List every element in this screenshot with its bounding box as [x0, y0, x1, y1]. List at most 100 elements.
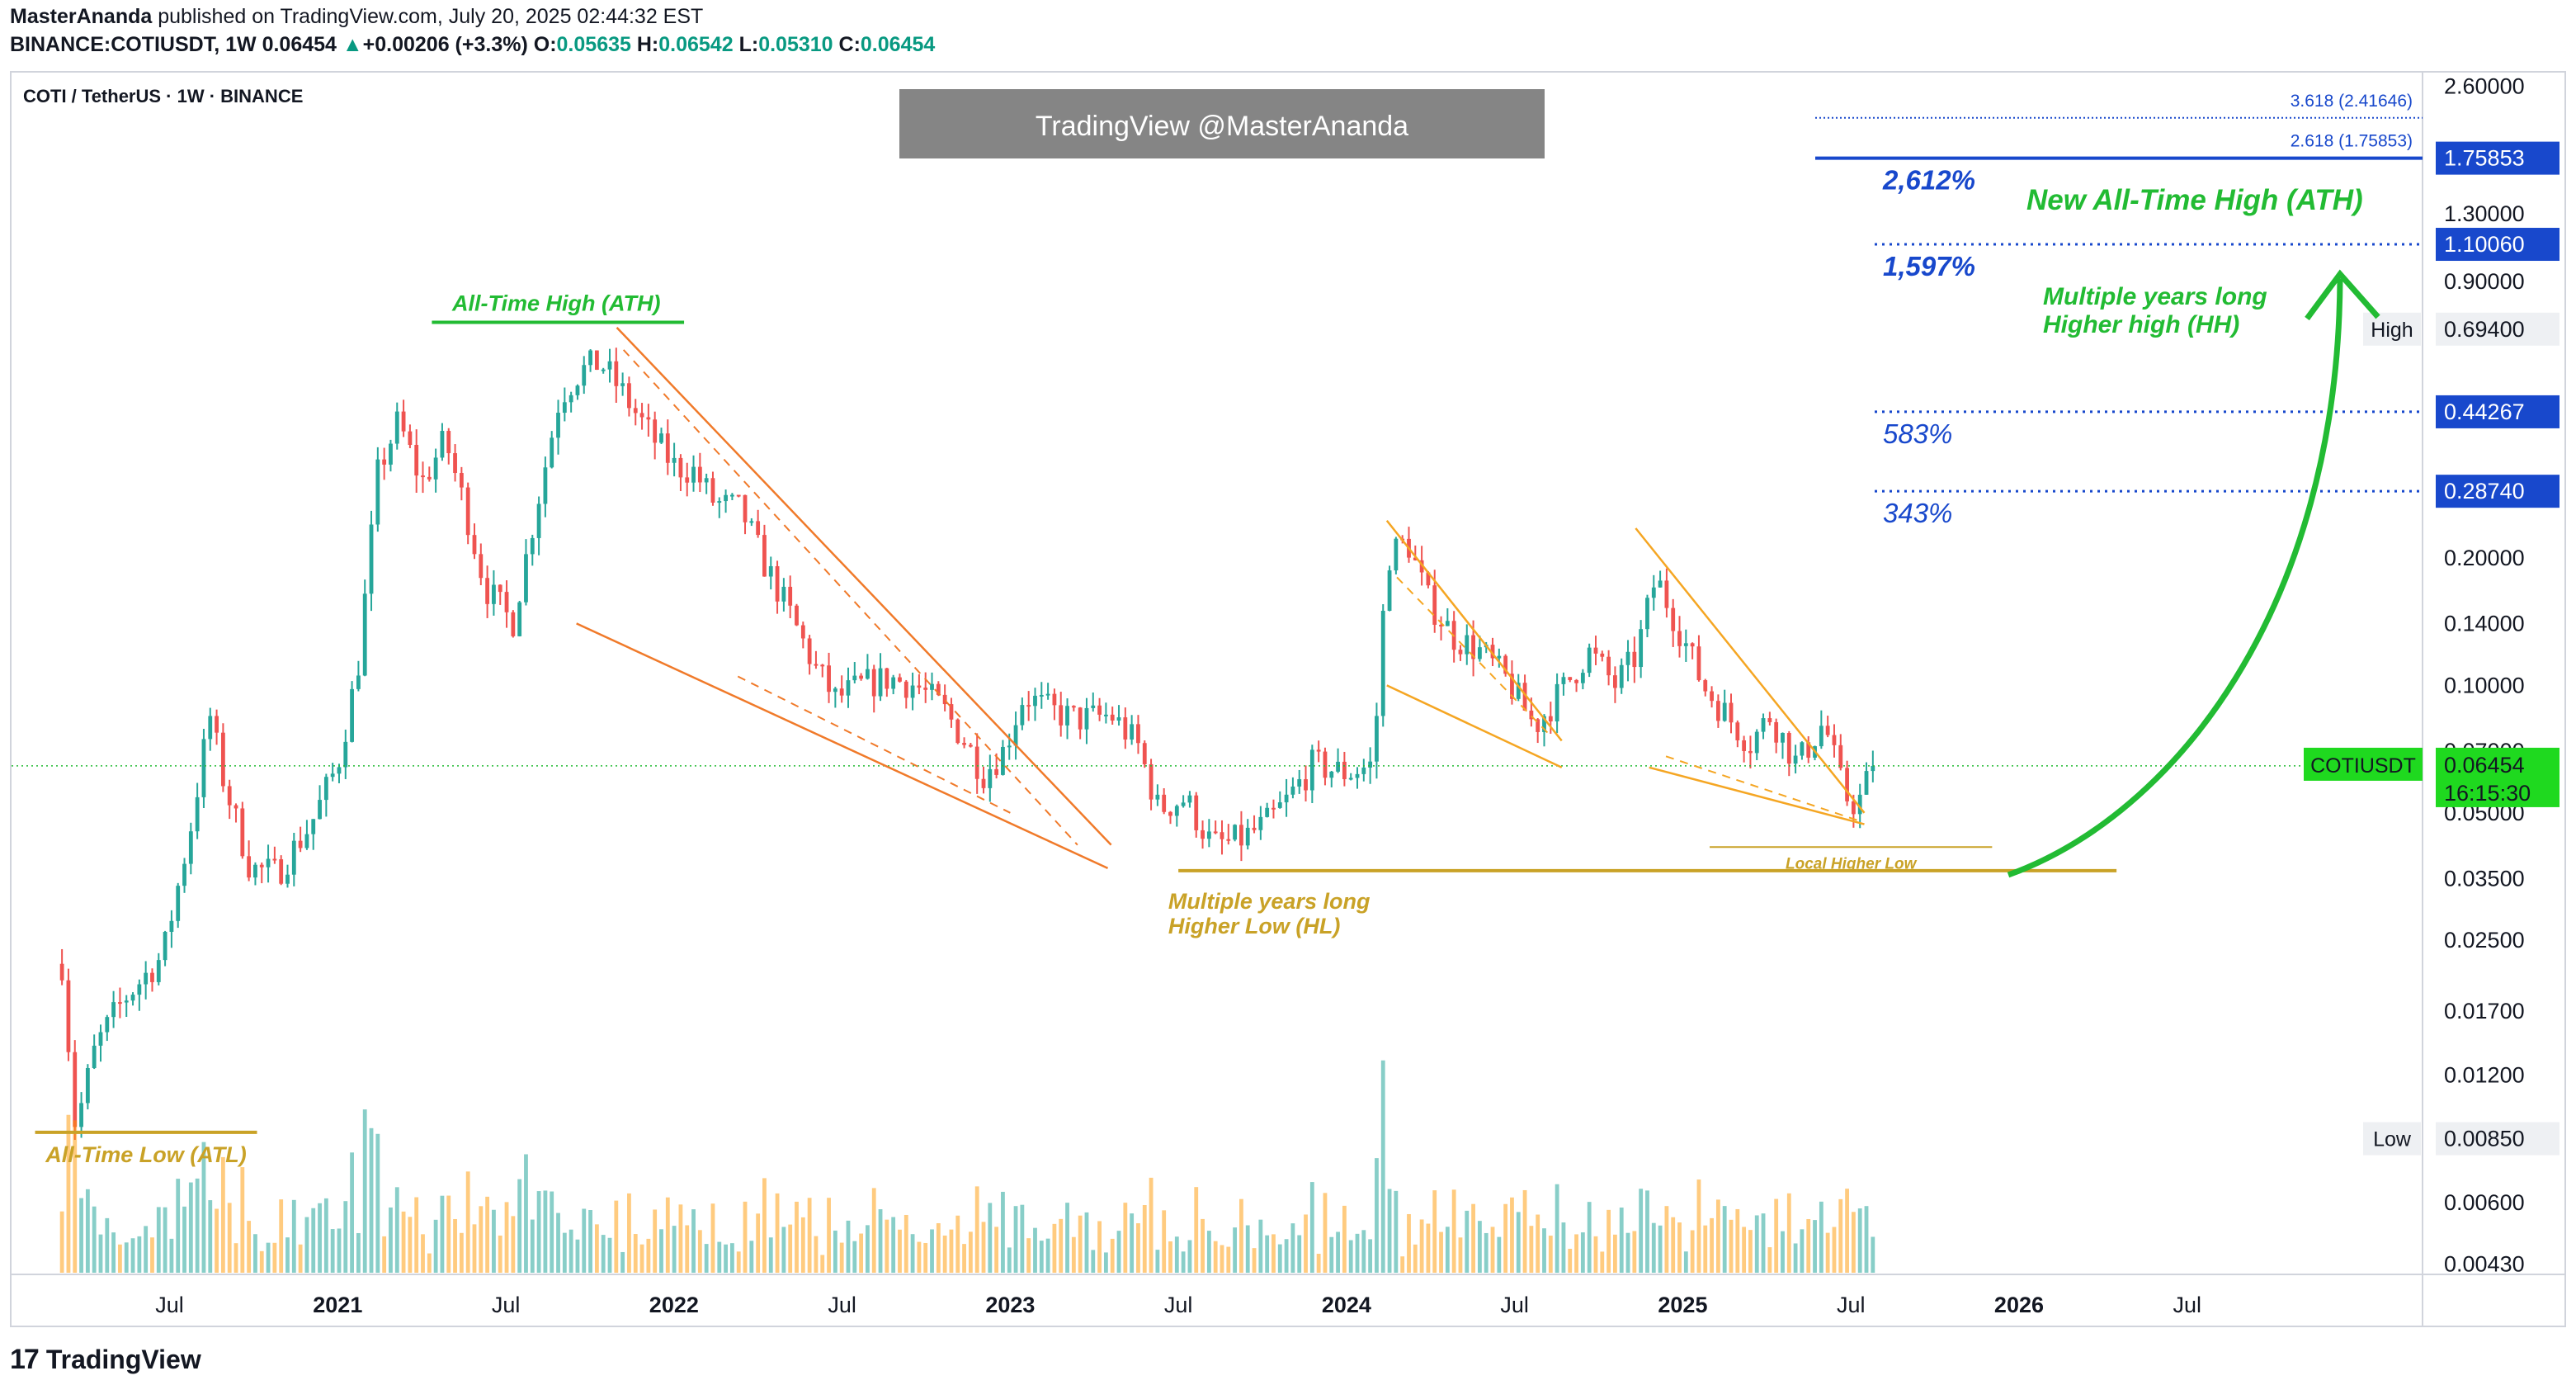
candle-body — [472, 535, 477, 555]
volume-bar — [1001, 1191, 1005, 1273]
volume-bar — [878, 1209, 883, 1273]
candle-body — [1233, 825, 1238, 840]
volume-bar — [607, 1237, 612, 1273]
price-label: 0.44267 — [2444, 399, 2525, 424]
volume-bar — [1832, 1227, 1837, 1273]
candle-body — [1555, 683, 1559, 722]
candle-body — [1084, 707, 1089, 730]
candle-body — [92, 1045, 97, 1068]
volume-bar — [137, 1236, 142, 1273]
wedge-1-mid-b — [737, 675, 1011, 814]
volume-bar — [653, 1209, 658, 1273]
volume-bar — [1639, 1189, 1644, 1273]
price-label: 1.75853 — [2444, 146, 2525, 171]
author-name[interactable]: MasterAnanda — [10, 5, 153, 28]
close-label: C: — [838, 33, 861, 56]
candle-body — [646, 417, 651, 420]
volume-bar — [1174, 1236, 1179, 1273]
candle-body — [1703, 680, 1708, 692]
volume-bar — [1258, 1219, 1263, 1273]
volume-bar — [1426, 1223, 1431, 1273]
volume-bar — [259, 1250, 264, 1273]
candle-body — [729, 494, 734, 497]
volume-bar — [768, 1237, 773, 1273]
volume-bar — [1774, 1198, 1779, 1273]
volume-bar — [1206, 1231, 1211, 1273]
volume-bar — [511, 1216, 516, 1273]
volume-bar — [562, 1232, 567, 1273]
candle-body — [291, 840, 296, 875]
candle-body — [1800, 742, 1805, 756]
candle-body — [111, 1002, 116, 1018]
candle-body — [433, 457, 438, 480]
target-percent: 583% — [1883, 418, 1952, 449]
volume-bar — [459, 1232, 464, 1273]
wedge-3-lower — [1649, 766, 1865, 825]
candle-body — [253, 864, 257, 878]
candle-body — [1786, 733, 1791, 764]
candle-body — [768, 565, 773, 577]
volume-bar — [85, 1189, 90, 1273]
volume-bar — [330, 1229, 335, 1273]
volume-bar — [762, 1178, 767, 1273]
volume-bar — [1110, 1238, 1115, 1273]
price-chart[interactable]: COTI / TetherUS · 1W · BINANCE TradingVie… — [12, 73, 2564, 1326]
x-tick-label: Jul — [828, 1293, 856, 1317]
open-value: 0.05635 — [556, 33, 631, 56]
volume-bar — [1078, 1215, 1083, 1273]
y-tick-label: 0.02500 — [2444, 928, 2525, 952]
y-tick-label: 0.01200 — [2444, 1063, 2525, 1088]
candle-body — [362, 593, 367, 676]
high-label: H: — [636, 33, 659, 56]
x-tick-label: 2024 — [1322, 1293, 1371, 1317]
candle-body — [1510, 674, 1514, 699]
candle-body — [569, 395, 573, 403]
volume-bar — [672, 1226, 677, 1273]
atl-annotation: All-Time Low (ATL) — [45, 1142, 246, 1167]
candle-body — [1619, 664, 1624, 688]
wedge-2-mid — [1396, 576, 1550, 735]
candle-body — [1123, 717, 1128, 740]
volume-bar — [266, 1242, 271, 1273]
volume-bar — [1729, 1219, 1734, 1273]
candle-body — [639, 413, 644, 418]
candle-body — [1162, 794, 1167, 812]
candle-body — [517, 602, 522, 636]
candle-body — [1806, 742, 1811, 758]
chart-frame[interactable]: COTI / TetherUS · 1W · BINANCE TradingVie… — [10, 71, 2566, 1327]
volume-bar — [1323, 1193, 1328, 1273]
volume-bar — [1380, 1060, 1385, 1273]
volume-bar — [1696, 1179, 1701, 1273]
volume-bar — [1168, 1241, 1172, 1273]
volume-bar — [923, 1242, 928, 1273]
countdown-label: 16:15:30 — [2444, 781, 2531, 806]
footer-brand[interactable]: 17 TradingView — [10, 1344, 201, 1376]
volume-bar — [968, 1231, 973, 1273]
candle-body — [1522, 683, 1527, 711]
candle-body — [550, 437, 554, 468]
volume-bar — [582, 1208, 587, 1273]
y-tick-label: 0.10000 — [2444, 673, 2525, 697]
volume-bar — [1845, 1189, 1849, 1273]
volume-bar — [1761, 1213, 1766, 1273]
volume-bar — [1580, 1232, 1585, 1273]
volume-bar — [517, 1179, 522, 1273]
volume-bar — [1375, 1158, 1379, 1273]
candle-body — [1078, 707, 1083, 730]
volume-bar — [556, 1212, 560, 1273]
candle-body — [350, 688, 354, 742]
price-label-box — [2436, 1122, 2559, 1156]
candle-body — [1432, 585, 1437, 625]
candle-body — [1136, 724, 1140, 744]
volume-bar — [1045, 1238, 1050, 1273]
volume-bar — [1419, 1219, 1424, 1273]
volume-bar — [240, 1167, 245, 1273]
candle-body — [839, 688, 844, 696]
candle-body — [465, 487, 470, 536]
candle-body — [1130, 724, 1135, 740]
candle-body — [1304, 779, 1308, 791]
price-tag-label: Low — [2373, 1128, 2412, 1151]
candle-body — [163, 931, 167, 961]
candle-body — [1380, 610, 1385, 716]
candle-body — [903, 681, 908, 698]
